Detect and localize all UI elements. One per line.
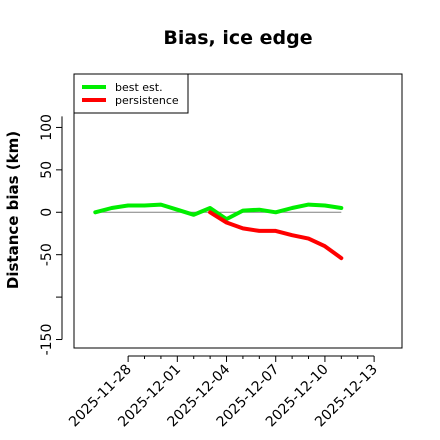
y-tick-label: 0 [39, 208, 55, 217]
legend-label: best est. [115, 81, 163, 94]
x-axis: 2025-11-282025-12-012025-12-042025-12-07… [66, 355, 381, 430]
legend-label: persistence [115, 94, 179, 107]
plot-area [73, 73, 403, 349]
y-tick-label: -150 [39, 324, 55, 356]
legend-box [73, 73, 189, 114]
y-tick-label: -50 [39, 243, 55, 266]
y-axis: -150 -50 0 50 100 [39, 114, 63, 356]
series-line-best-est [93, 202, 344, 222]
series-layer [93, 202, 344, 261]
chart-title: Bias, ice edge [163, 27, 312, 49]
legend: best est.persistence [73, 73, 189, 114]
y-tick-label: 50 [39, 161, 55, 179]
series-line-persistence [208, 210, 344, 261]
y-axis-label: Distance bias (km) [4, 131, 22, 289]
y-tick-label: 100 [39, 114, 55, 141]
